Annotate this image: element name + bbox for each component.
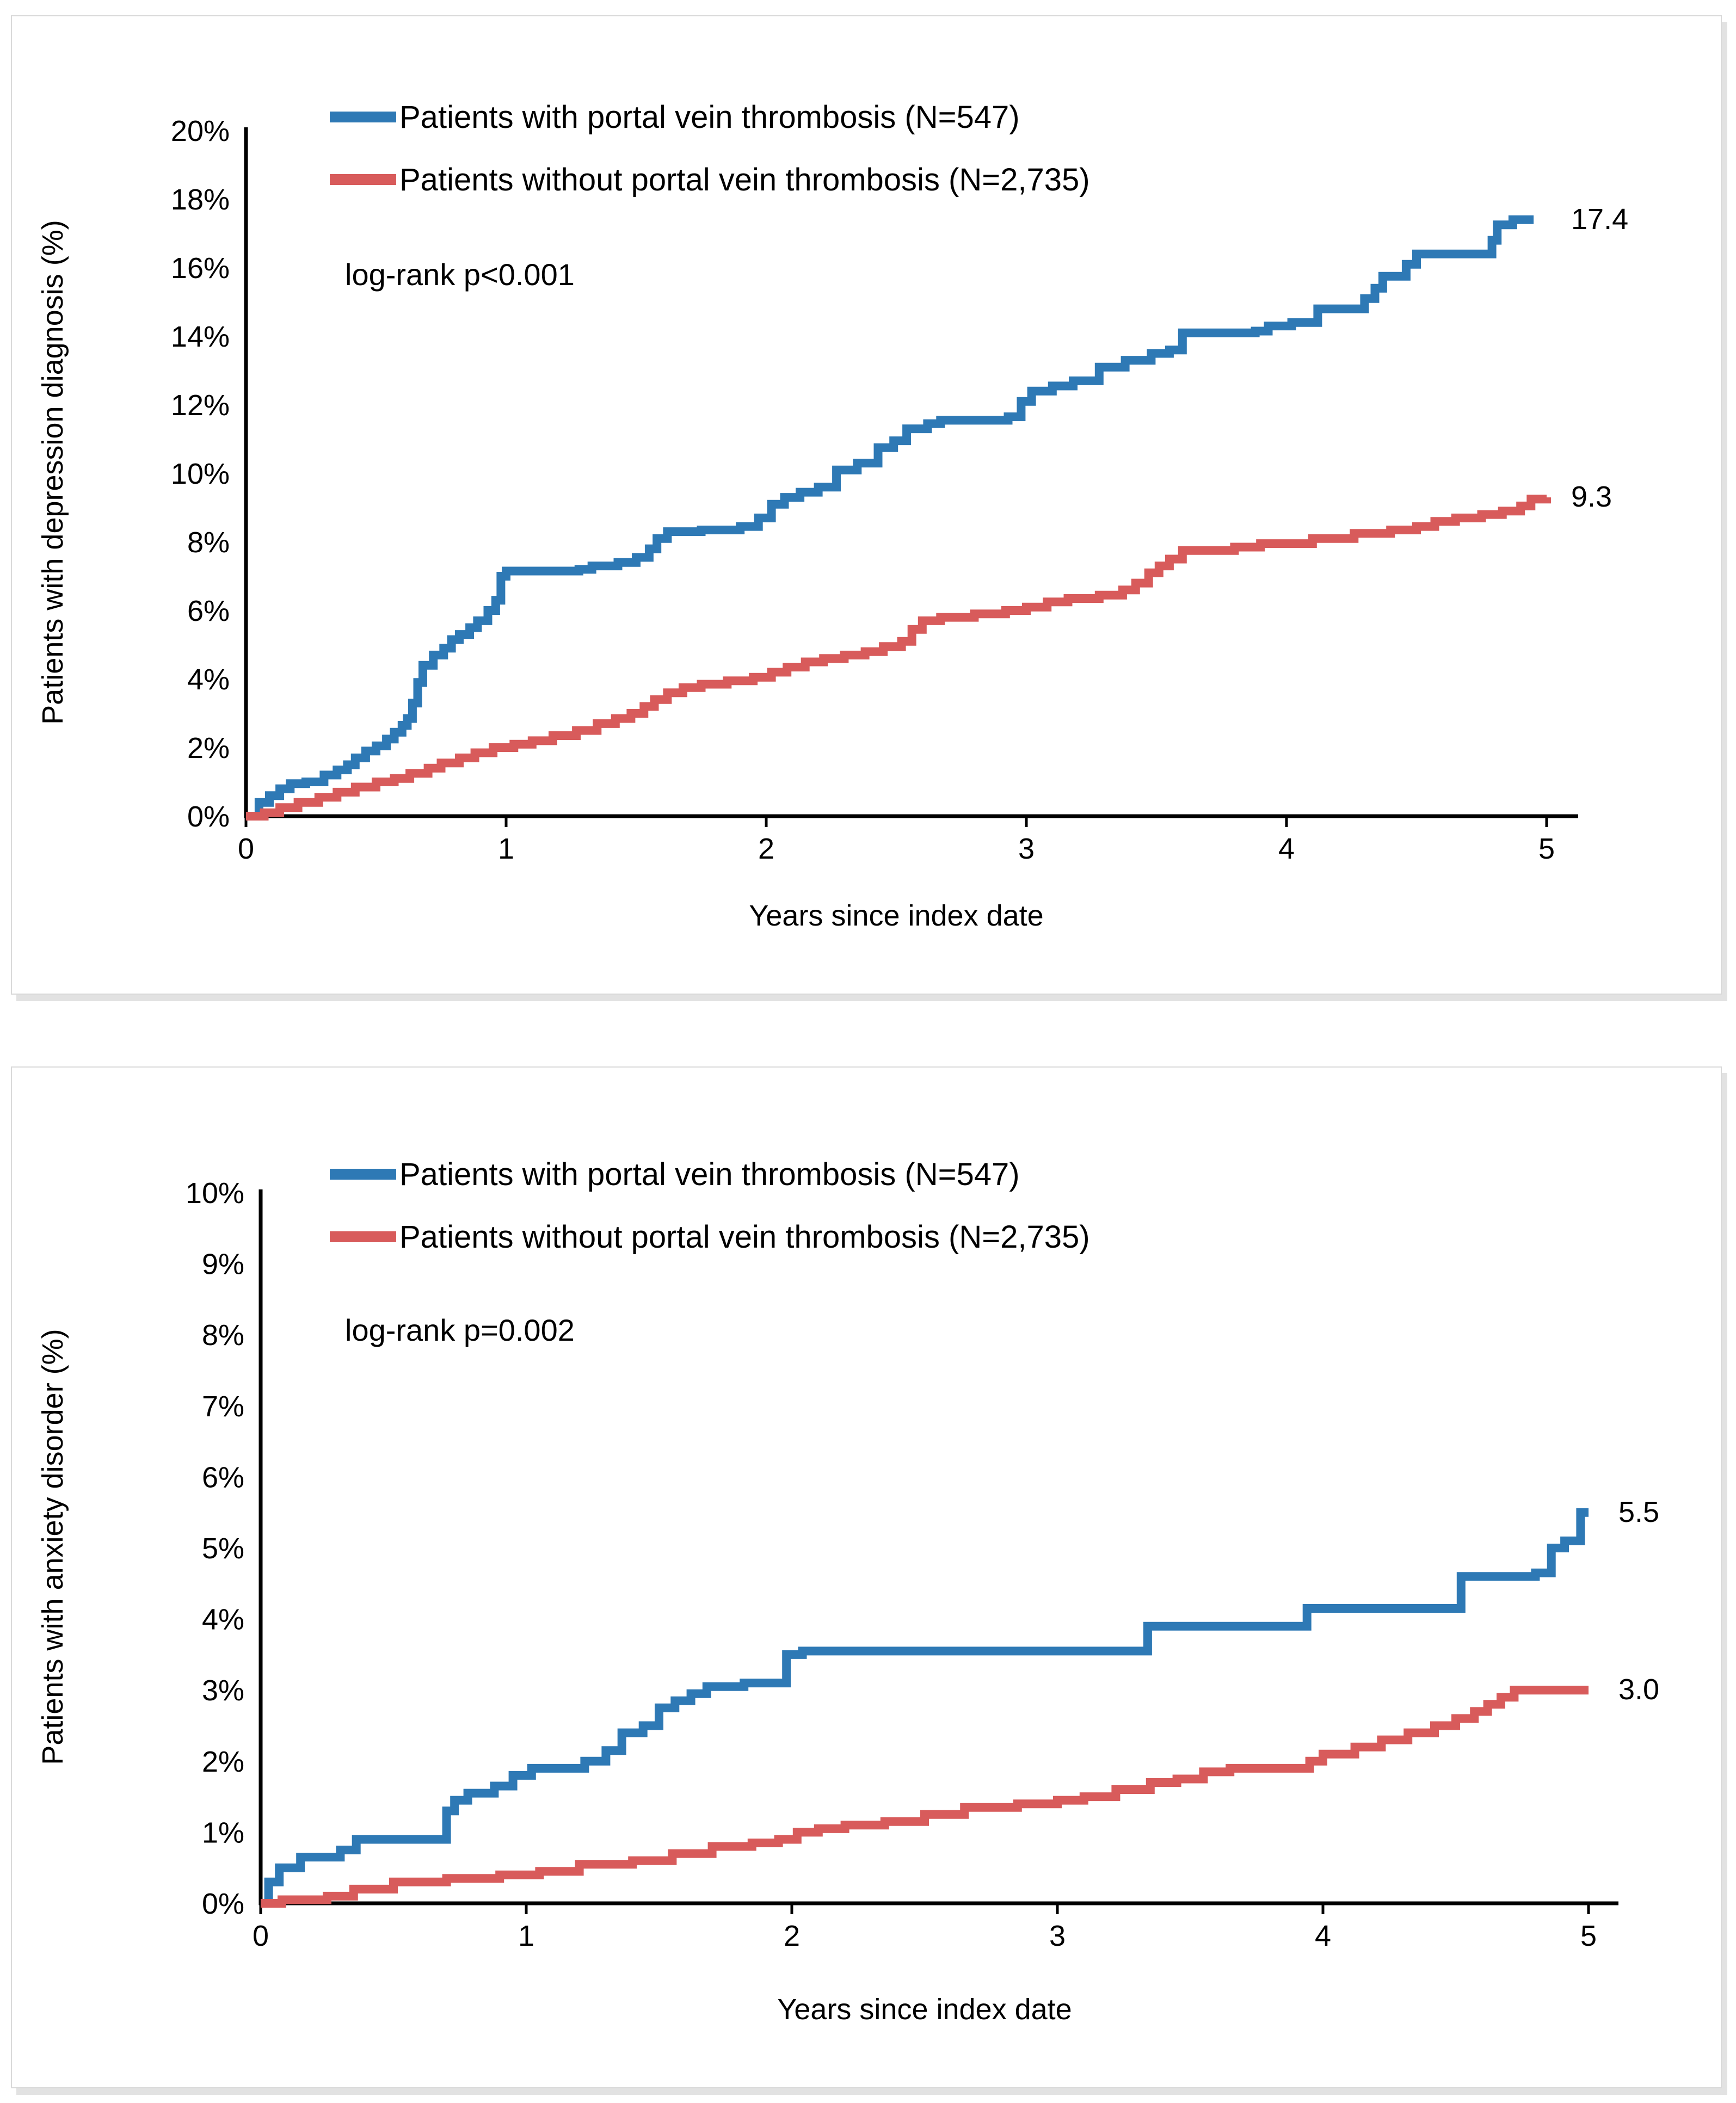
y-tick-label: 0%	[202, 1888, 244, 1920]
end-value-label-red: 9.3	[1571, 480, 1612, 513]
x-tick-label: 4	[1278, 832, 1295, 865]
x-axis-title: Years since index date	[777, 1993, 1072, 2026]
y-tick-label: 8%	[202, 1319, 244, 1352]
x-tick-label: 4	[1315, 1920, 1331, 1952]
y-tick-label: 8%	[187, 526, 230, 559]
y-tick-label: 0%	[187, 800, 230, 833]
y-tick-label: 16%	[171, 252, 230, 285]
depression-chart-panel: 0 1 2 3 4 5 0% 2% 4% 6% 8% 10% 12% 14% 16% 18% 20% Patie…	[11, 15, 1722, 995]
depression-chart-canvas: 0 1 2 3 4 5 0% 2% 4% 6% 8% 10% 12% 14% 16% 18% 20%	[171, 115, 1578, 865]
y-tick-label: 10%	[186, 1177, 244, 1210]
legend: Patients with portal vein thrombosis (N=…	[330, 99, 1090, 224]
series-line-without-pvt	[261, 1686, 1589, 1908]
legend-swatch-blue	[330, 112, 396, 122]
legend-label: Patients with portal vein thrombosis (N=…	[399, 99, 1020, 135]
x-tick-label: 0	[238, 832, 254, 865]
legend-label: Patients without portal vein thrombosis …	[399, 162, 1090, 198]
x-tick-label: 0	[253, 1920, 269, 1952]
y-tick-label: 2%	[202, 1746, 244, 1778]
y-tick-label: 1%	[202, 1816, 244, 1849]
logrank-annotation: log-rank p<0.001	[345, 257, 575, 292]
legend-item-without-pvt: Patients without portal vein thrombosis …	[330, 1219, 1090, 1255]
y-tick-label: 4%	[202, 1604, 244, 1636]
y-axis-title: Patients with anxiety disorder (%)	[36, 1329, 69, 1765]
y-tick-label: 10%	[171, 458, 230, 490]
y-tick-label: 18%	[171, 183, 230, 216]
legend-label: Patients with portal vein thrombosis (N=…	[399, 1156, 1020, 1192]
y-tick-label: 20%	[171, 115, 230, 147]
logrank-annotation: log-rank p=0.002	[345, 1313, 575, 1347]
y-axis-title: Patients with depression diagnosis (%)	[36, 220, 69, 725]
legend-swatch-red	[330, 174, 396, 185]
legend-item-without-pvt: Patients without portal vein thrombosis …	[330, 162, 1090, 198]
y-tick-label: 6%	[187, 595, 230, 627]
y-tick-label: 12%	[171, 389, 230, 422]
anxiety-chart-panel: 0 1 2 3 4 5 0% 1% 2% 3% 4% 5% 6% 7% 8% 9% 10% Patients w…	[11, 1066, 1722, 2088]
x-tick-label: 2	[758, 832, 774, 865]
series-line-without-pvt	[246, 495, 1551, 821]
legend-item-with-pvt: Patients with portal vein thrombosis (N=…	[330, 99, 1090, 135]
y-tick-label: 5%	[202, 1532, 244, 1565]
x-axis-title: Years since index date	[749, 899, 1044, 932]
anxiety-chart-canvas: 0 1 2 3 4 5 0% 1% 2% 3% 4% 5% 6% 7% 8% 9% 10%	[186, 1177, 1618, 1952]
y-tick-label: 4%	[187, 663, 230, 696]
end-value-label-blue: 5.5	[1618, 1496, 1660, 1528]
y-tick-label: 6%	[202, 1461, 244, 1494]
series-line-with-pvt	[246, 215, 1534, 821]
legend-swatch-blue	[330, 1169, 396, 1180]
x-tick-label: 1	[498, 832, 514, 865]
legend-swatch-red	[330, 1231, 396, 1242]
legend-label: Patients without portal vein thrombosis …	[399, 1219, 1090, 1255]
y-tick-label: 9%	[202, 1248, 244, 1281]
x-tick-label: 2	[784, 1920, 800, 1952]
y-tick-label: 3%	[202, 1674, 244, 1707]
x-tick-label: 3	[1018, 832, 1035, 865]
y-tick-label: 2%	[187, 732, 230, 764]
y-tick-label: 14%	[171, 320, 230, 353]
end-value-label-blue: 17.4	[1571, 203, 1629, 236]
x-tick-label: 5	[1580, 1920, 1597, 1952]
x-tick-label: 1	[518, 1920, 534, 1952]
legend: Patients with portal vein thrombosis (N=…	[330, 1156, 1090, 1281]
end-value-label-red: 3.0	[1618, 1673, 1660, 1706]
x-tick-label: 3	[1049, 1920, 1066, 1952]
y-tick-label: 7%	[202, 1390, 244, 1423]
x-tick-label: 5	[1538, 832, 1555, 865]
legend-item-with-pvt: Patients with portal vein thrombosis (N=…	[330, 1156, 1090, 1192]
series-line-with-pvt	[261, 1508, 1589, 1908]
